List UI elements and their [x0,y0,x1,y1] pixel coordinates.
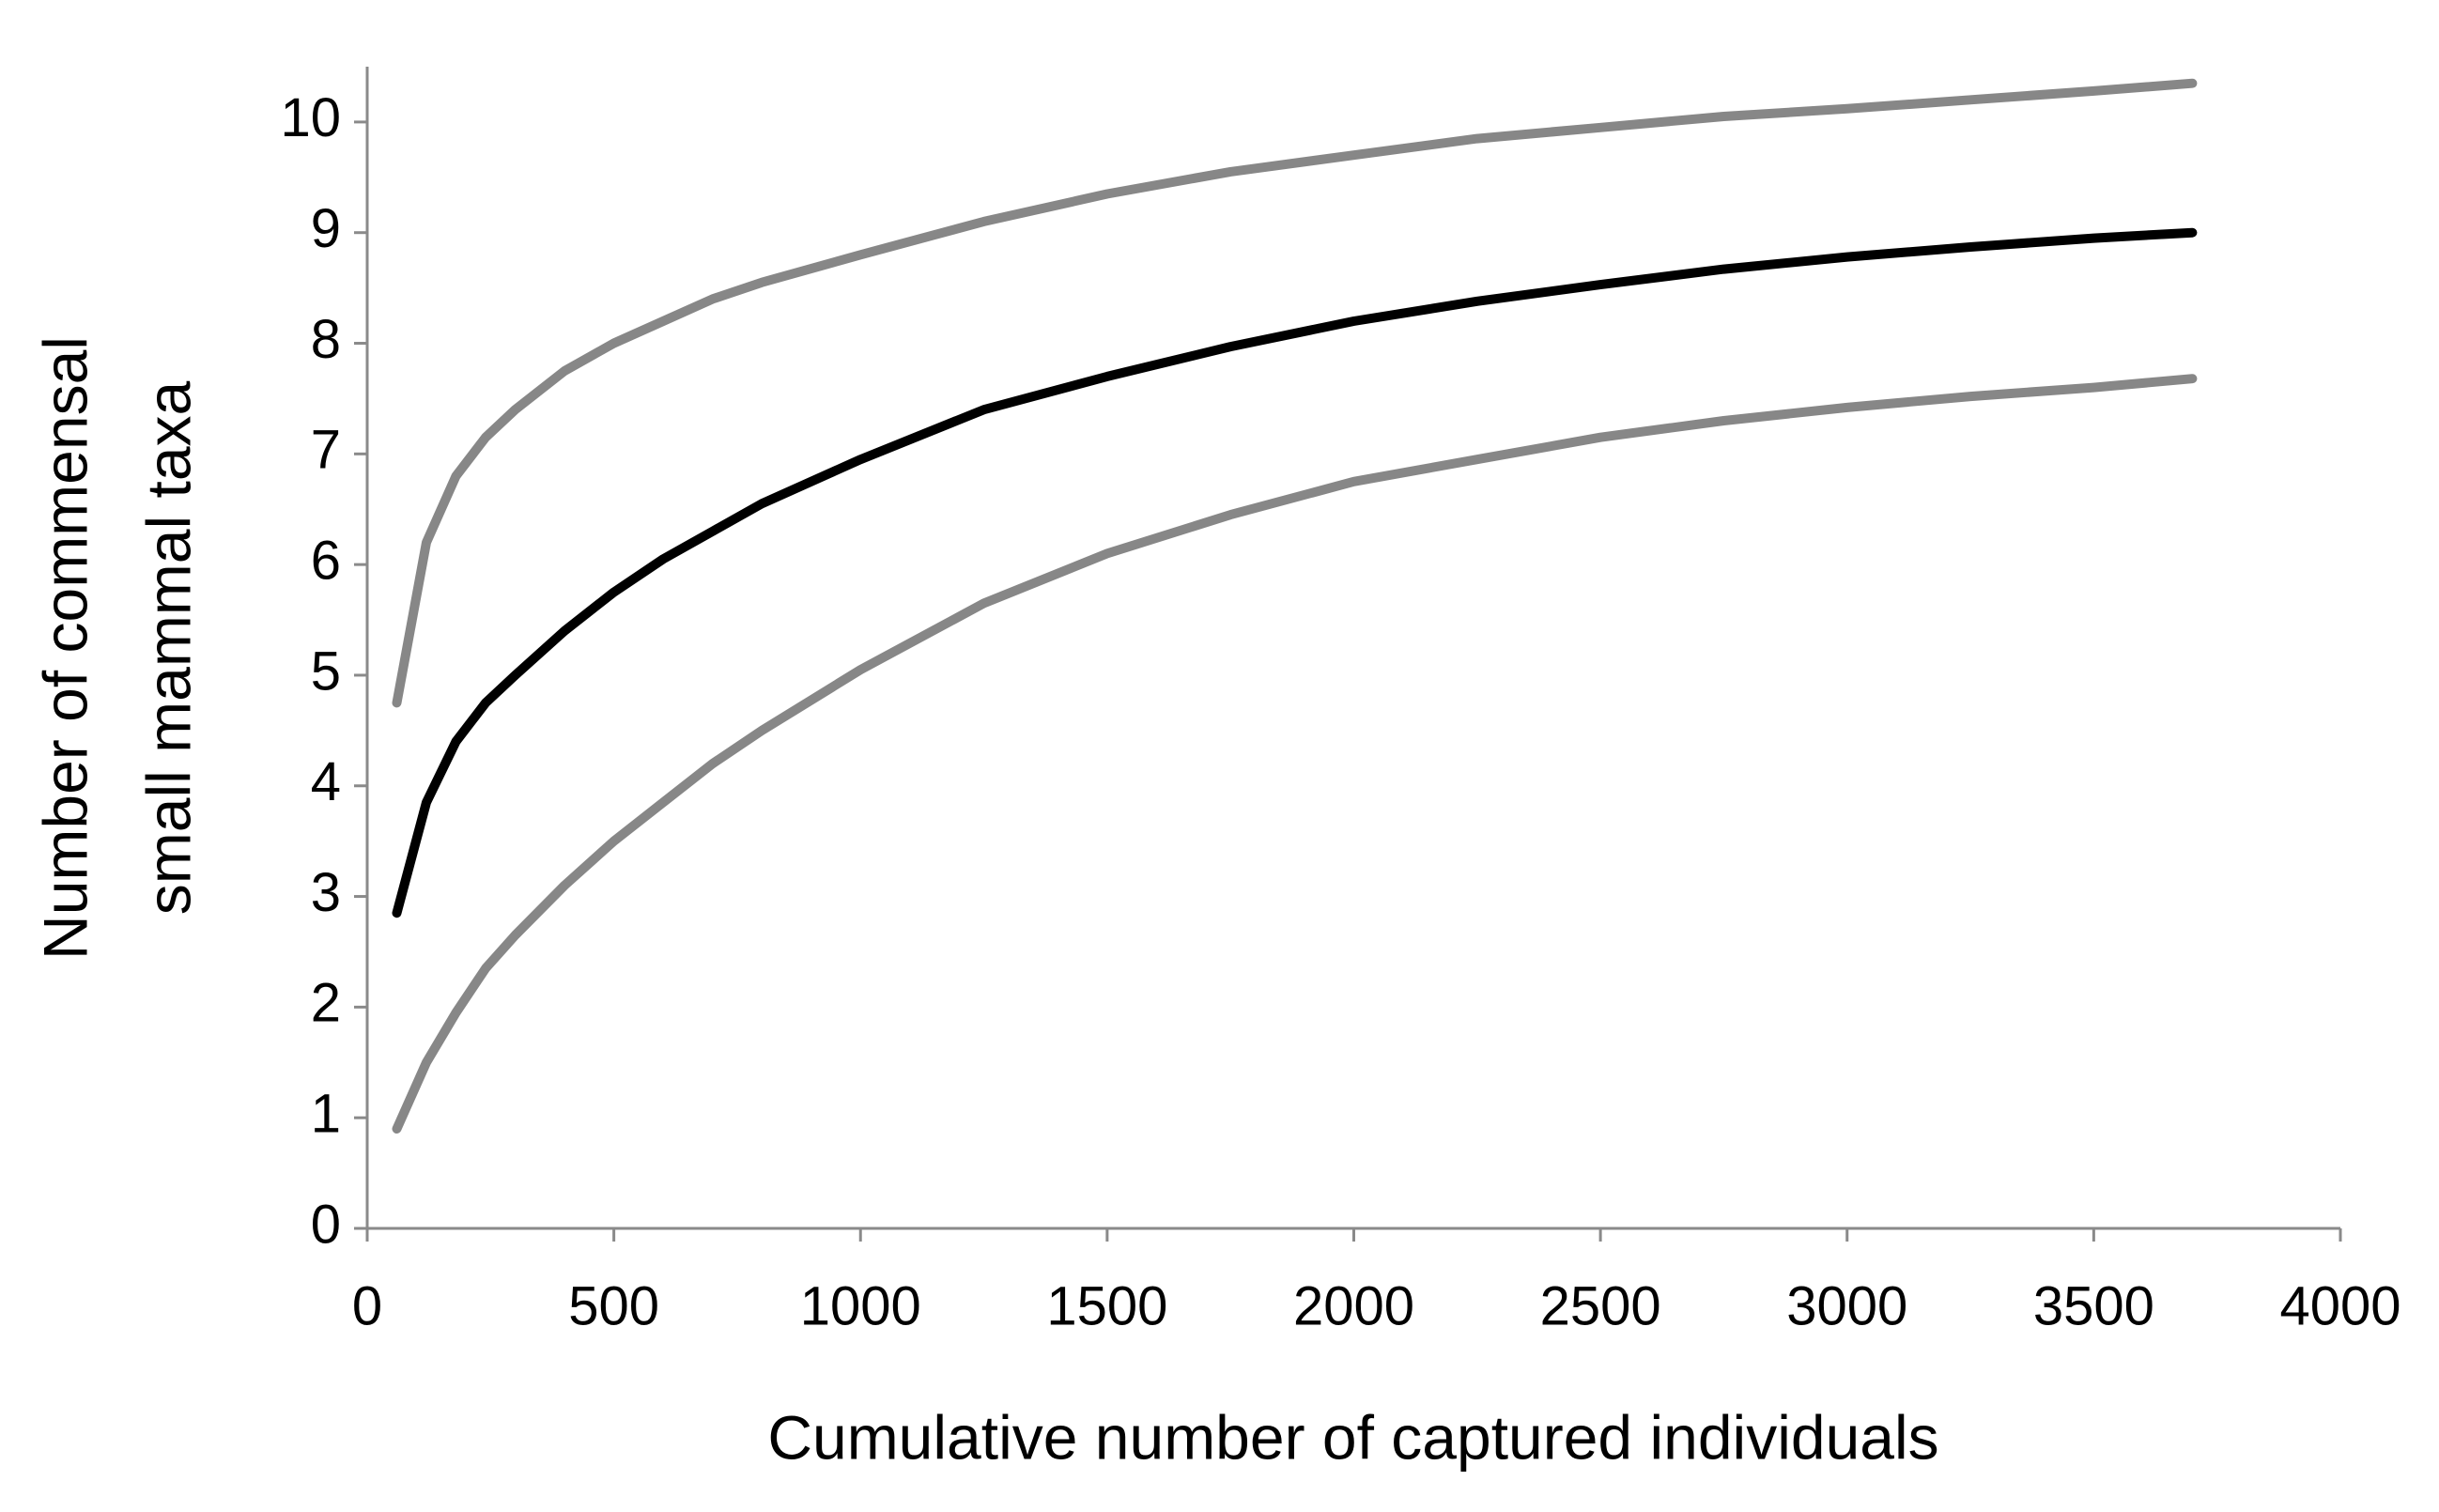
data-line [392,78,2198,708]
x-tick-label: 2500 [1540,1275,1661,1336]
y-tick-label: 5 [311,640,341,702]
y-tick-label: 1 [311,1084,341,1145]
x-tick-label: 1500 [1046,1275,1167,1336]
y-tick-label: 3 [311,862,341,923]
x-tick-label: 0 [352,1275,382,1336]
x-tick-label: 500 [568,1275,659,1336]
x-tick-label: 2000 [1293,1275,1414,1336]
y-tick-label: 4 [311,751,341,812]
y-axis-title: Number of commensal [30,336,100,960]
y-tick-label: 10 [280,87,341,148]
x-tick-label: 3500 [2033,1275,2154,1336]
data-line [392,374,2198,1134]
y-tick-label: 2 [311,973,341,1034]
x-tick-label: 3000 [1786,1275,1907,1336]
y-tick-label: 8 [311,309,341,370]
y-tick-label: 9 [311,198,341,259]
x-axis-title: Cumulative number of captured individual… [767,1402,1938,1472]
y-tick-label: 7 [311,420,341,481]
x-tick-label: 4000 [2279,1275,2400,1336]
y-axis-title: small mammal taxa [133,380,203,915]
y-tick-label: 0 [311,1194,341,1255]
data-line [392,227,2198,918]
x-tick-label: 1000 [800,1275,921,1336]
y-tick-label: 6 [311,530,341,591]
